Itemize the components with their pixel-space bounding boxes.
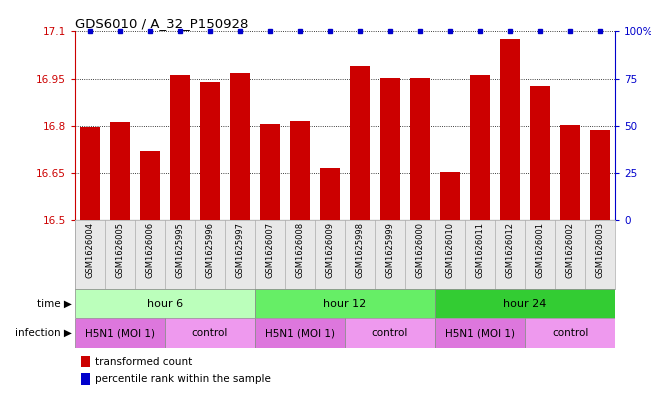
Text: hour 24: hour 24	[503, 299, 547, 309]
Bar	[410, 78, 430, 220]
Text: percentile rank within the sample: percentile rank within the sample	[95, 374, 271, 384]
Bar	[590, 130, 610, 220]
Bar	[255, 318, 345, 348]
Bar	[165, 318, 255, 348]
Bar	[345, 318, 435, 348]
Bar	[350, 66, 370, 220]
Text: GSM1626007: GSM1626007	[266, 222, 275, 278]
Bar	[260, 124, 280, 220]
Bar	[435, 318, 525, 348]
Bar	[255, 289, 435, 318]
Bar	[471, 75, 490, 220]
Text: time ▶: time ▶	[36, 299, 72, 309]
Text: control: control	[552, 328, 589, 338]
Text: GSM1625995: GSM1625995	[175, 222, 184, 278]
Bar	[525, 318, 615, 348]
Text: H5N1 (MOI 1): H5N1 (MOI 1)	[265, 328, 335, 338]
Bar	[380, 78, 400, 220]
Bar	[201, 83, 219, 220]
Bar	[531, 86, 550, 220]
Bar	[501, 39, 520, 220]
Bar	[320, 168, 340, 220]
Bar	[75, 289, 255, 318]
Text: GSM1626002: GSM1626002	[566, 222, 575, 278]
Text: GDS6010 / A_32_P150928: GDS6010 / A_32_P150928	[75, 17, 248, 30]
Bar	[440, 172, 460, 220]
Text: control: control	[372, 328, 408, 338]
Text: hour 12: hour 12	[324, 299, 367, 309]
Text: GSM1625996: GSM1625996	[206, 222, 214, 278]
Bar	[80, 127, 100, 220]
Text: GSM1626000: GSM1626000	[415, 222, 424, 278]
Text: GSM1626008: GSM1626008	[296, 222, 305, 278]
Text: GSM1626004: GSM1626004	[85, 222, 94, 278]
Text: H5N1 (MOI 1): H5N1 (MOI 1)	[85, 328, 155, 338]
Bar	[170, 75, 189, 220]
Text: GSM1626003: GSM1626003	[596, 222, 605, 278]
Bar	[75, 318, 165, 348]
Text: hour 6: hour 6	[147, 299, 183, 309]
Bar	[230, 73, 250, 220]
Text: GSM1626001: GSM1626001	[536, 222, 545, 278]
Text: infection ▶: infection ▶	[15, 328, 72, 338]
Bar	[140, 151, 159, 220]
Text: GSM1625998: GSM1625998	[355, 222, 365, 278]
Text: H5N1 (MOI 1): H5N1 (MOI 1)	[445, 328, 515, 338]
Bar	[290, 121, 310, 220]
Text: GSM1626009: GSM1626009	[326, 222, 335, 278]
Bar	[561, 125, 580, 220]
Text: GSM1625997: GSM1625997	[236, 222, 245, 278]
Text: GSM1626012: GSM1626012	[506, 222, 515, 278]
Text: GSM1626011: GSM1626011	[476, 222, 484, 278]
Text: transformed count: transformed count	[95, 356, 192, 367]
Bar	[110, 122, 130, 220]
Text: GSM1626005: GSM1626005	[115, 222, 124, 278]
Text: control: control	[192, 328, 228, 338]
Bar	[435, 289, 615, 318]
Text: GSM1626010: GSM1626010	[445, 222, 454, 278]
Text: GSM1625999: GSM1625999	[385, 222, 395, 278]
Text: GSM1626006: GSM1626006	[145, 222, 154, 278]
